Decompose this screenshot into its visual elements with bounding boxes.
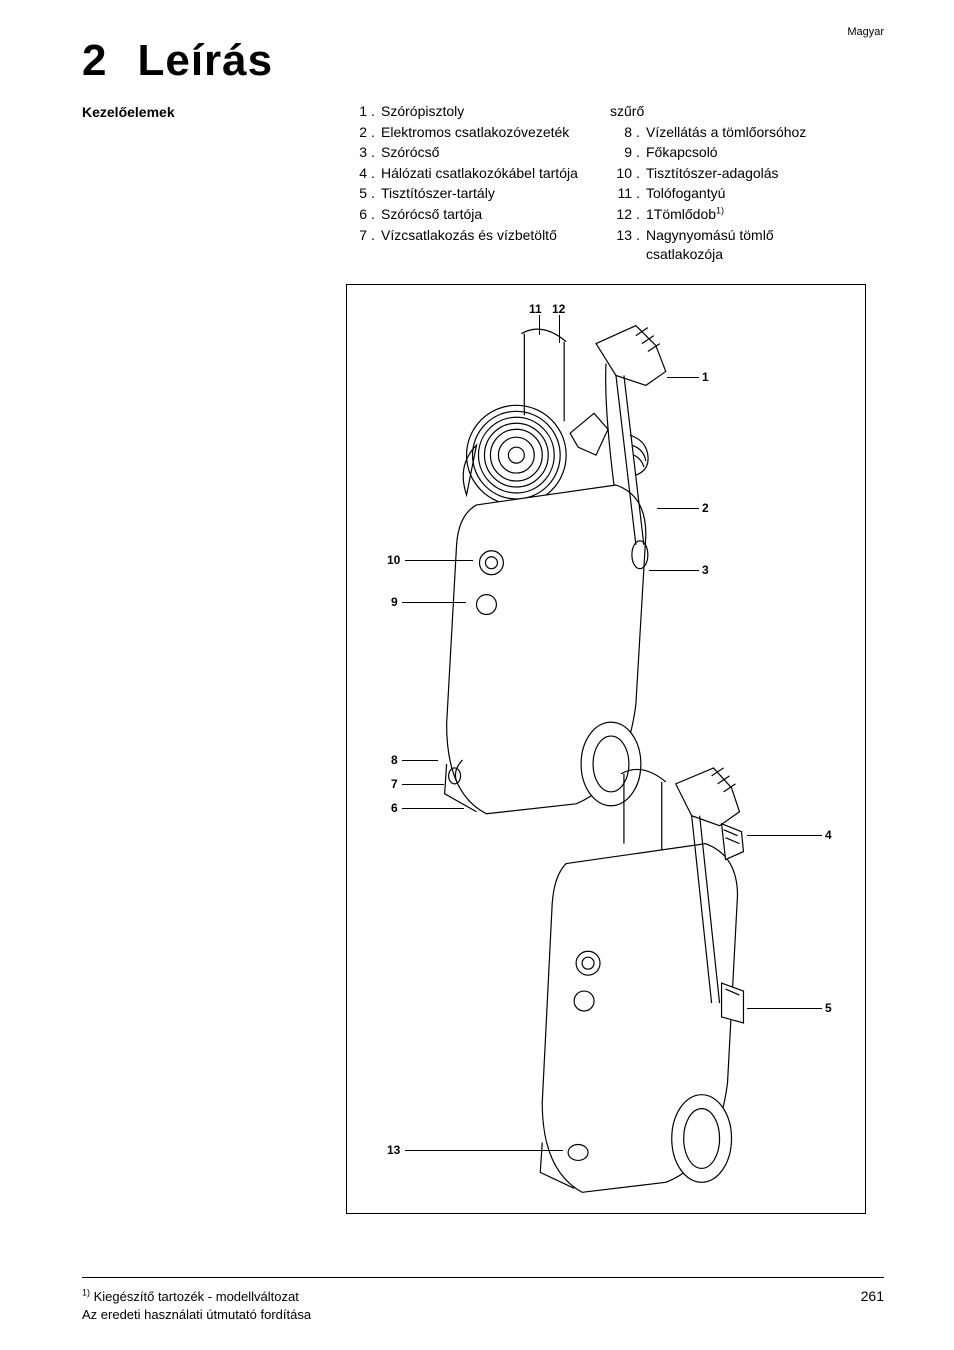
callout-line bbox=[649, 570, 699, 571]
callout-number: 6 bbox=[391, 801, 398, 815]
list-item: 2.Elektromos csatlakozóvezeték bbox=[345, 123, 610, 143]
callout-number: 7 bbox=[391, 777, 398, 791]
callout-number: 9 bbox=[391, 595, 398, 609]
language-label: Magyar bbox=[847, 26, 884, 38]
callout-number: 3 bbox=[702, 563, 709, 577]
chapter-title: Leírás bbox=[137, 36, 273, 85]
footer-rule bbox=[82, 1277, 884, 1278]
callout-line bbox=[539, 315, 540, 335]
callout-line bbox=[405, 1150, 563, 1151]
callout-number: 5 bbox=[825, 1001, 832, 1015]
list-item-orphan: szűrő bbox=[610, 102, 865, 122]
list-item: 6.Szórócső tartója bbox=[345, 205, 610, 225]
parts-list: 1.Szórópisztoly 2.Elektromos csatlakozóv… bbox=[345, 102, 875, 266]
callout-number: 12 bbox=[552, 302, 565, 316]
list-item: 10.Tisztítószer-adagolás bbox=[610, 164, 865, 184]
callout-number: 4 bbox=[825, 828, 832, 842]
footnote-2: Az eredeti használati útmutató fordítása bbox=[82, 1307, 311, 1322]
callout-line bbox=[402, 602, 466, 603]
callout-line bbox=[402, 784, 444, 785]
callout-line bbox=[402, 808, 464, 809]
callout-line bbox=[657, 508, 699, 509]
page-number: 261 bbox=[861, 1288, 884, 1304]
list-item: 5.Tisztítószer-tartály bbox=[345, 184, 610, 204]
diagram-illustration bbox=[347, 285, 865, 1213]
callout-line bbox=[402, 760, 438, 761]
callout-line bbox=[559, 315, 560, 343]
list-item: 9.Főkapcsoló bbox=[610, 143, 865, 163]
list-item: 1.Szórópisztoly bbox=[345, 102, 610, 122]
chapter-number: 2 bbox=[82, 36, 107, 86]
callout-number: 1 bbox=[702, 370, 709, 384]
callout-number: 11 bbox=[529, 302, 542, 316]
callout-number: 10 bbox=[387, 553, 400, 567]
section-label: Kezelőelemek bbox=[82, 104, 175, 120]
list-item: 13.Nagynyomású tömlő csatlakozója bbox=[610, 226, 865, 265]
callout-number: 13 bbox=[387, 1143, 400, 1157]
product-diagram: 11121210398764513 bbox=[346, 284, 866, 1214]
callout-line bbox=[667, 377, 699, 378]
chapter-heading: 2 Leírás bbox=[82, 36, 273, 86]
list-item: 11.Tolófogantyú bbox=[610, 184, 865, 204]
list-item: 8.Vízellátás a tömlőorsóhoz bbox=[610, 123, 865, 143]
list-item: 3.Szórócső bbox=[345, 143, 610, 163]
footnote-1: 1) Kiegészítő tartozék - modellváltozat bbox=[82, 1289, 299, 1304]
callout-line bbox=[747, 835, 822, 836]
callout-line bbox=[405, 560, 473, 561]
list-item: 4.Hálózati csatlakozókábel tartója bbox=[345, 164, 610, 184]
callout-line bbox=[747, 1008, 822, 1009]
callout-number: 2 bbox=[702, 501, 709, 515]
list-item: 12.1Tömlődob1) bbox=[610, 205, 865, 225]
list-item: 7.Vízcsatlakozás és vízbetöltő bbox=[345, 226, 610, 246]
callout-number: 8 bbox=[391, 753, 398, 767]
